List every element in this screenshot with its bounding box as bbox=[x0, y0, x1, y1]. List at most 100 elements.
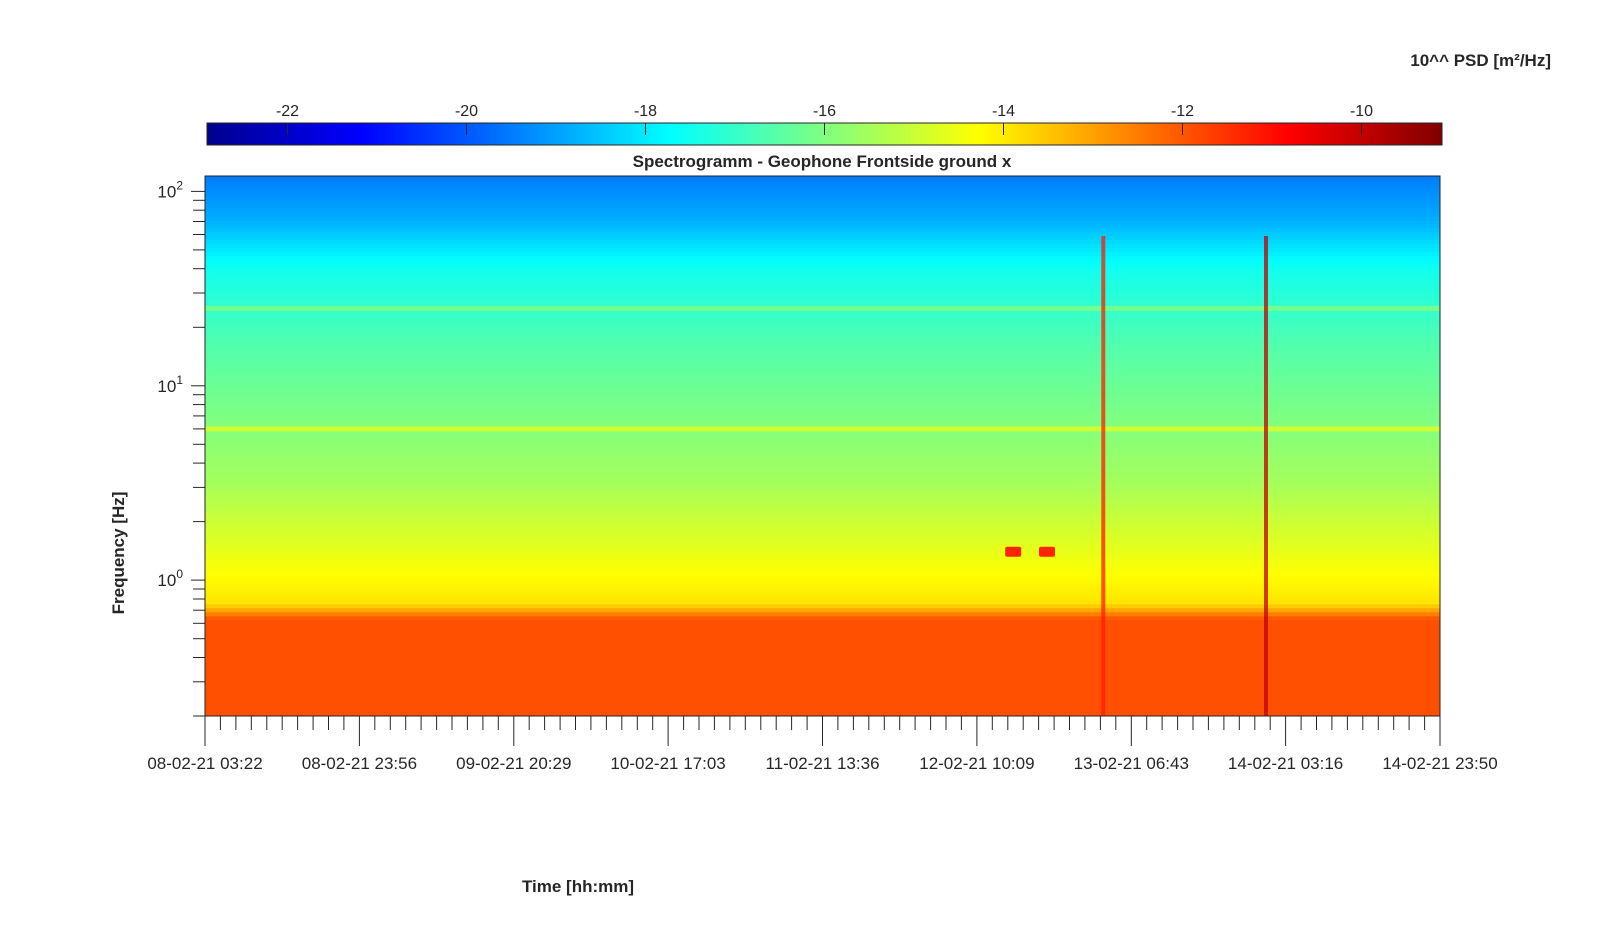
colorbar-tick-label: -10 bbox=[1350, 103, 1373, 120]
y-axis-label: Frequency [Hz] bbox=[109, 492, 128, 615]
frequency-band bbox=[205, 331, 1440, 337]
frequency-band bbox=[205, 647, 1440, 653]
transient-spike bbox=[1264, 236, 1268, 716]
frequency-band bbox=[205, 403, 1440, 409]
frequency-band bbox=[205, 191, 1440, 197]
frequency-band bbox=[205, 643, 1440, 649]
frequency-band bbox=[205, 239, 1440, 245]
frequency-band bbox=[205, 215, 1440, 221]
frequency-band bbox=[205, 599, 1440, 605]
frequency-band bbox=[205, 699, 1440, 705]
frequency-band bbox=[205, 523, 1440, 529]
x-tick-label: 11-02-21 13:36 bbox=[765, 754, 879, 773]
frequency-band bbox=[205, 407, 1440, 413]
frequency-band bbox=[205, 707, 1440, 713]
frequency-band bbox=[205, 659, 1440, 665]
x-tick-label: 09-02-21 20:29 bbox=[456, 754, 571, 773]
frequency-band bbox=[205, 243, 1440, 249]
frequency-band bbox=[205, 535, 1440, 541]
frequency-band bbox=[205, 179, 1440, 185]
frequency-band bbox=[205, 199, 1440, 205]
chart-title: Spectrogramm - Geophone Frontside ground… bbox=[633, 152, 1012, 171]
frequency-band bbox=[205, 555, 1440, 561]
frequency-band bbox=[205, 439, 1440, 445]
frequency-band bbox=[205, 691, 1440, 697]
x-tick-label: 08-02-21 03:22 bbox=[147, 754, 262, 773]
frequency-band bbox=[205, 287, 1440, 293]
spectral-line bbox=[205, 426, 1440, 432]
frequency-band bbox=[205, 611, 1440, 617]
frequency-band bbox=[205, 639, 1440, 645]
frequency-band bbox=[205, 367, 1440, 373]
frequency-band bbox=[205, 631, 1440, 637]
frequency-band bbox=[205, 251, 1440, 257]
frequency-band bbox=[205, 679, 1440, 685]
frequency-band bbox=[205, 703, 1440, 709]
frequency-band bbox=[205, 663, 1440, 669]
frequency-band bbox=[205, 443, 1440, 449]
frequency-band bbox=[205, 567, 1440, 573]
frequency-band bbox=[205, 675, 1440, 681]
frequency-band bbox=[205, 355, 1440, 361]
frequency-band bbox=[205, 667, 1440, 673]
colorbar-tick-label: -16 bbox=[813, 103, 836, 120]
frequency-band bbox=[205, 231, 1440, 237]
frequency-band bbox=[205, 267, 1440, 273]
frequency-band bbox=[205, 603, 1440, 609]
frequency-band bbox=[205, 327, 1440, 333]
frequency-band bbox=[205, 451, 1440, 457]
frequency-band bbox=[205, 187, 1440, 193]
frequency-band bbox=[205, 371, 1440, 377]
x-tick-label: 08-02-21 23:56 bbox=[302, 754, 417, 773]
frequency-band bbox=[205, 379, 1440, 385]
frequency-band bbox=[205, 595, 1440, 601]
frequency-band bbox=[205, 455, 1440, 461]
frequency-band bbox=[205, 195, 1440, 201]
frequency-band bbox=[205, 375, 1440, 381]
frequency-band bbox=[205, 607, 1440, 613]
frequency-band bbox=[205, 539, 1440, 545]
colorbar-tick-label: -20 bbox=[455, 103, 478, 120]
frequency-band bbox=[205, 619, 1440, 625]
frequency-band bbox=[205, 259, 1440, 265]
frequency-band bbox=[205, 459, 1440, 465]
frequency-band bbox=[205, 527, 1440, 533]
x-tick-label: 14-02-21 03:16 bbox=[1228, 754, 1343, 773]
frequency-band bbox=[205, 491, 1440, 497]
frequency-band bbox=[205, 587, 1440, 593]
frequency-band bbox=[205, 411, 1440, 417]
frequency-band bbox=[205, 683, 1440, 689]
frequency-band bbox=[205, 255, 1440, 261]
x-tick-label: 10-02-21 17:03 bbox=[610, 754, 725, 773]
frequency-band bbox=[205, 176, 1440, 181]
frequency-band bbox=[205, 387, 1440, 393]
frequency-band bbox=[205, 431, 1440, 437]
x-axis-label: Time [hh:mm] bbox=[522, 877, 634, 896]
x-axis: 08-02-21 03:22 08-02-21 23:56 09-02-21 20:… bbox=[147, 715, 1498, 773]
frequency-band bbox=[205, 627, 1440, 633]
frequency-band bbox=[205, 499, 1440, 505]
frequency-band bbox=[205, 583, 1440, 589]
frequency-band bbox=[205, 479, 1440, 485]
frequency-band bbox=[205, 219, 1440, 225]
frequency-band bbox=[205, 291, 1440, 297]
spectrogram-bands bbox=[205, 176, 1440, 716]
burst-event bbox=[1039, 546, 1055, 557]
frequency-band bbox=[205, 651, 1440, 657]
frequency-band bbox=[205, 467, 1440, 473]
frequency-band bbox=[205, 335, 1440, 341]
frequency-band bbox=[205, 279, 1440, 285]
x-tick-label: 14-02-21 23:50 bbox=[1382, 754, 1497, 773]
frequency-band bbox=[205, 351, 1440, 357]
frequency-band bbox=[205, 435, 1440, 441]
frequency-band bbox=[205, 515, 1440, 521]
frequency-band bbox=[205, 311, 1440, 317]
frequency-band bbox=[205, 511, 1440, 517]
frequency-band bbox=[205, 235, 1440, 241]
frequency-band bbox=[205, 275, 1440, 281]
frequency-band bbox=[205, 655, 1440, 661]
frequency-band bbox=[205, 391, 1440, 397]
colorbar-tick-label: -14 bbox=[992, 103, 1015, 120]
frequency-band bbox=[205, 531, 1440, 537]
frequency-band bbox=[205, 575, 1440, 581]
